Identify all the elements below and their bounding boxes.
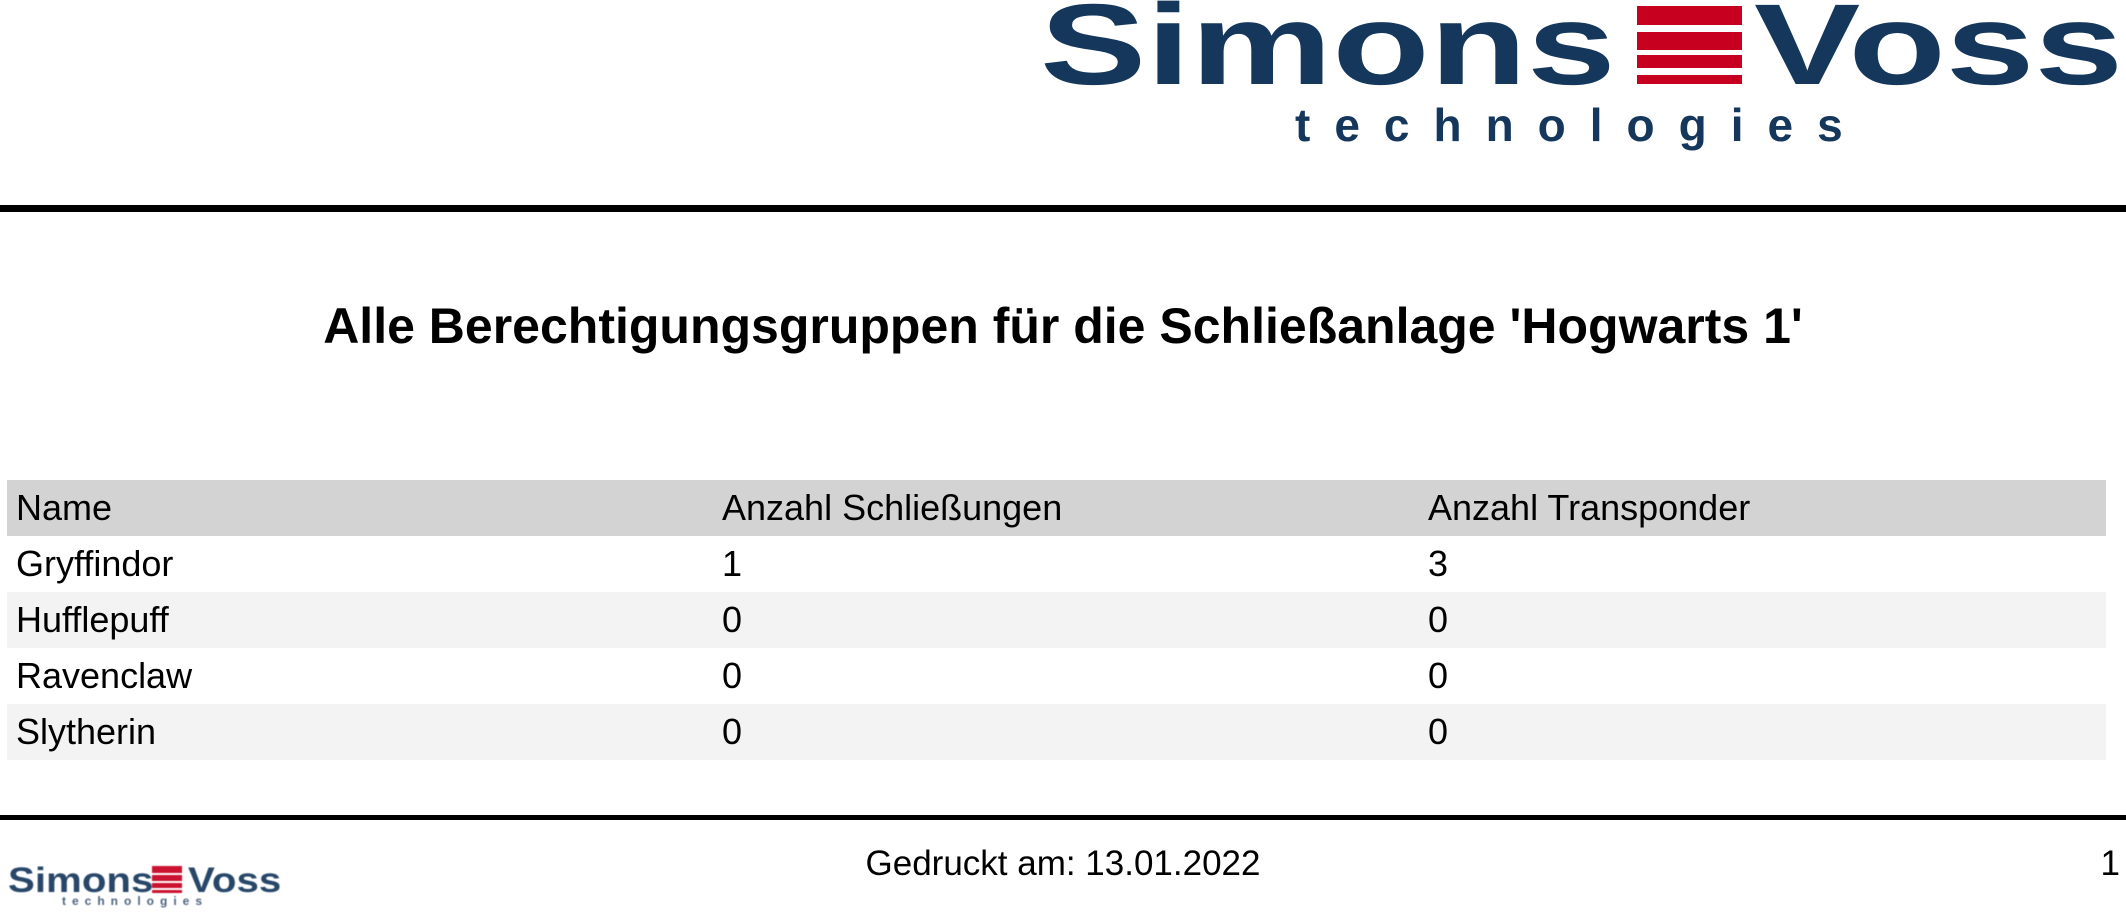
cell-name: Ravenclaw <box>16 655 193 696</box>
logo-stripes-icon <box>152 866 182 893</box>
cell-anzahl-schliessungen: 0 <box>722 599 743 640</box>
logo-word-simons: Simons <box>1040 0 1616 109</box>
logo-tagline: technologies <box>1295 99 1867 151</box>
column-header-anzahl-schliessungen: Anzahl Schließungen <box>722 487 1063 528</box>
table-header-row: Name Anzahl Schließungen Anzahl Transpon… <box>7 480 2106 536</box>
stripe-bar <box>1637 55 1742 68</box>
footer-divider-line <box>0 815 2126 820</box>
table-row: Gryffindor 1 3 <box>7 536 2106 592</box>
cell-anzahl-schliessungen: 0 <box>722 655 743 696</box>
header-logo: Simons Voss technologies <box>0 0 2126 170</box>
table-row: Slytherin 0 0 <box>7 704 2106 760</box>
logo-word-simons: Simons <box>8 861 154 900</box>
footer-logo: Simons Voss technologies <box>8 863 308 913</box>
stripe-bar <box>152 890 182 893</box>
stripe-bar <box>1637 6 1742 25</box>
cell-anzahl-transponder: 3 <box>1428 543 1449 584</box>
cell-anzahl-transponder: 0 <box>1428 599 1449 640</box>
logo-word-voss: Voss <box>1754 0 2124 109</box>
header-divider-line <box>0 205 2126 212</box>
printed-on-text: Gedruckt am: 13.01.2022 <box>865 844 1261 883</box>
authorization-groups-table: Name Anzahl Schließungen Anzahl Transpon… <box>7 480 2106 760</box>
cell-anzahl-transponder: 0 <box>1428 711 1449 752</box>
page-number: 1 <box>2100 844 2120 883</box>
table-row: Hufflepuff 0 0 <box>7 592 2106 648</box>
column-header-name: Name <box>16 487 113 528</box>
cell-anzahl-schliessungen: 1 <box>722 543 743 584</box>
cell-anzahl-schliessungen: 0 <box>722 711 743 752</box>
column-header-anzahl-transponder: Anzahl Transponder <box>1428 487 1751 528</box>
stripe-bar <box>152 875 182 881</box>
cell-name: Gryffindor <box>16 543 174 584</box>
logo-tagline: technologies <box>62 894 209 908</box>
cell-name: Slytherin <box>16 711 157 752</box>
stripe-bar <box>1637 32 1742 50</box>
table-row: Ravenclaw 0 0 <box>7 648 2106 704</box>
stripe-bar <box>1637 75 1742 84</box>
logo-stripes-icon <box>1637 6 1742 84</box>
logo-word-voss: Voss <box>188 861 282 900</box>
cell-name: Hufflepuff <box>16 599 169 640</box>
stripe-bar <box>152 883 182 888</box>
cell-anzahl-transponder: 0 <box>1428 655 1449 696</box>
stripe-bar <box>152 866 182 873</box>
page-title: Alle Berechtigungsgruppen für die Schlie… <box>323 298 1803 354</box>
